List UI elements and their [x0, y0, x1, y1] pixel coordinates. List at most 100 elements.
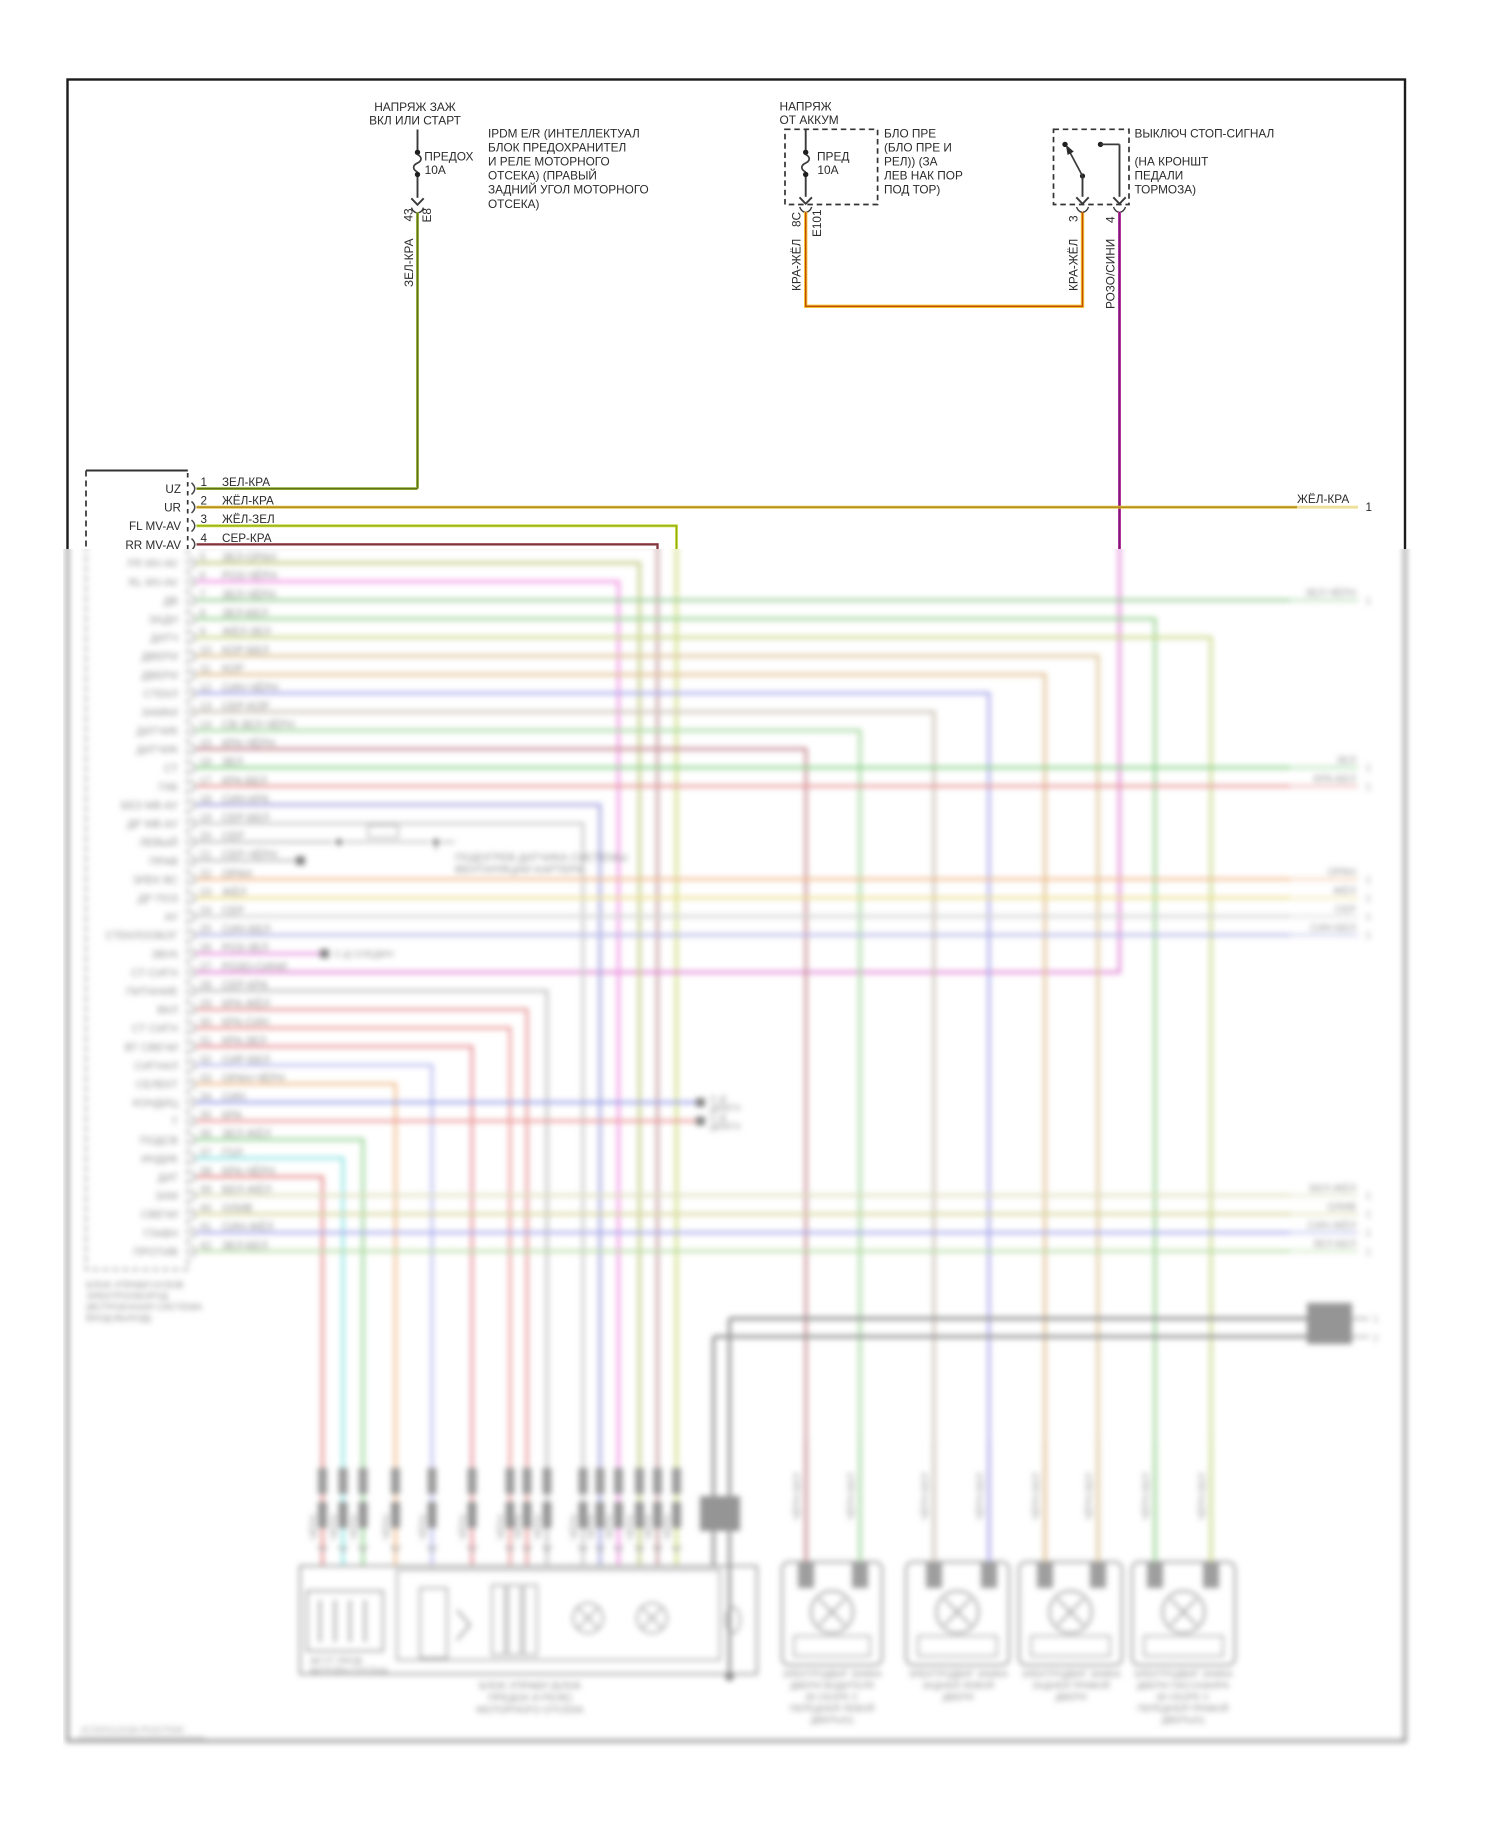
svg-text:ЗЕЛ-ЧЁРН: ЗЕЛ-ЧЁРН: [1305, 587, 1356, 599]
svg-text:1: 1: [1366, 501, 1373, 514]
svg-text:ВЕНТИЛЯЦИИ КАРТЕРА: ВЕНТИЛЯЦИИ КАРТЕРА: [455, 864, 584, 876]
svg-text:24: 24: [200, 905, 212, 917]
svg-text:26: 26: [200, 942, 212, 954]
svg-text:ЧЁРН-БЕЛ: ЧЁРН-БЕЛ: [1030, 1473, 1041, 1520]
svg-text:ЧЁРН-БЕЛ: ЧЁРН-БЕЛ: [919, 1473, 930, 1520]
svg-text:СИН-ЧЁРН: СИН-ЧЁРН: [222, 682, 278, 694]
svg-text:35: 35: [200, 1110, 212, 1122]
svg-text:БЛОК УПРАВЛ (БЛОК: БЛОК УПРАВЛ (БЛОК: [479, 1681, 581, 1692]
svg-text:РОЗ-ЧЁРН: РОЗ-ЧЁРН: [222, 570, 277, 582]
svg-text:15: 15: [200, 738, 212, 750]
svg-text:ЗЕЛ-КРА: ЗЕЛ-КРА: [222, 476, 270, 489]
svg-text:1: 1: [1366, 1191, 1372, 1202]
svg-text:ДАТЧ: ДАТЧ: [151, 633, 178, 645]
svg-text:1: 1: [1366, 931, 1372, 942]
svg-text:СТЕКЛООБОГ: СТЕКЛООБОГ: [105, 930, 178, 942]
svg-text:1: 1: [1373, 1314, 1378, 1325]
svg-text:ЖГУТ ПРОВ: ЖГУТ ПРОВ: [310, 1656, 362, 1666]
svg-text:ДР МВ-АУ: ДР МВ-АУ: [127, 819, 178, 831]
svg-text:ЛЕВ НАК ПОР: ЛЕВ НАК ПОР: [884, 169, 963, 183]
svg-text:ЧЁРН: ЧЁРН: [328, 1514, 339, 1540]
svg-text:36: 36: [200, 1128, 212, 1140]
svg-text:ЗЕЛ: ЗЕЛ: [222, 756, 243, 768]
svg-text:ДИАГН: ДИАГН: [710, 1103, 741, 1113]
svg-text:14: 14: [200, 719, 212, 731]
svg-text:32: 32: [200, 1054, 212, 1066]
svg-text:34: 34: [200, 1091, 212, 1103]
svg-text:ДАТЧИК: ДАТЧИК: [136, 744, 178, 756]
svg-text:1: 1: [1366, 596, 1372, 607]
svg-text:КРА-БЕЛ: КРА-БЕЛ: [1314, 774, 1356, 785]
svg-text:ВЫКЛЮЧ СТОП-СИГНАЛ: ВЫКЛЮЧ СТОП-СИГНАЛ: [1135, 127, 1275, 141]
svg-text:ЧЁРН: ЧЁРН: [512, 1514, 523, 1540]
svg-text:СИР-БЕЛ: СИР-БЕЛ: [222, 1054, 270, 1066]
svg-text:АУ: АУ: [164, 912, 178, 924]
svg-text:29: 29: [200, 998, 212, 1010]
svg-text:ПИТАНИЕ: ПИТАНИЕ: [126, 986, 178, 998]
svg-text:СИН-КРА: СИН-КРА: [222, 793, 270, 805]
svg-text:ПОД ТОР): ПОД ТОР): [884, 183, 940, 197]
svg-text:39: 39: [200, 1184, 212, 1196]
svg-text:СЕЛЕКТ: СЕЛЕКТ: [136, 1079, 179, 1091]
svg-text:СЕР-БЕЛ: СЕР-БЕЛ: [222, 812, 269, 824]
svg-text:СИН-ЖЁЛ: СИН-ЖЁЛ: [222, 1221, 273, 1233]
svg-text:1: 1: [1366, 763, 1372, 774]
svg-text:11: 11: [200, 663, 211, 675]
svg-text:ВТ СВЕЧИ: ВТ СВЕЧИ: [125, 1042, 178, 1054]
svg-text:ВХОД-ВЫХОД): ВХОД-ВЫХОД): [86, 1312, 151, 1323]
svg-text:RR MV-AV: RR MV-AV: [125, 539, 181, 552]
svg-text:3: 3: [1066, 215, 1080, 222]
svg-text:РЕЛ)) (ЗА: РЕЛ)) (ЗА: [884, 155, 938, 169]
svg-text:ВКЛ ИЛИ СТАРТ: ВКЛ ИЛИ СТАРТ: [369, 114, 461, 128]
svg-text:СИН-БЕЛ: СИН-БЕЛ: [1310, 923, 1356, 934]
svg-text:ОРАН-ЧЁРН: ОРАН-ЧЁРН: [222, 1072, 285, 1084]
svg-text:6: 6: [200, 570, 206, 582]
svg-text:ОТ АККУМ: ОТ АККУМ: [780, 113, 839, 127]
svg-text:38: 38: [200, 1165, 212, 1177]
svg-text:СИН-ЖЁЛ: СИН-ЖЁЛ: [1308, 1220, 1356, 1232]
svg-text:ЗВУК: ЗВУК: [151, 949, 178, 961]
svg-text:ДАТЧИК: ДАТЧИК: [136, 726, 178, 738]
svg-text:ЖЁЛ-КРА: ЖЁЛ-КРА: [1297, 492, 1349, 506]
svg-text:(В СБОРЕ С: (В СБОРЕ С: [1157, 1692, 1210, 1702]
svg-text:ЧЁРН-БЕЛ: ЧЁРН-БЕЛ: [791, 1473, 802, 1520]
svg-text:ДИАГН: ДИАГН: [710, 1122, 741, 1132]
svg-text:СЕР: СЕР: [222, 905, 244, 917]
svg-text:10А: 10А: [817, 163, 838, 177]
svg-text:БЕЗ МВ-АУ: БЕЗ МВ-АУ: [121, 800, 178, 812]
svg-text:НАПРЯЖ: НАПРЯЖ: [780, 100, 832, 114]
svg-text:ЗЕЛ-БЕЛ: ЗЕЛ-БЕЛ: [1313, 1239, 1356, 1250]
svg-text:ПРЕД: ПРЕД: [817, 149, 849, 163]
svg-text:ЭЛЕКТРООБОРУД: ЭЛЕКТРООБОРУД: [86, 1290, 169, 1301]
svg-text:ЧЁРН: ЧЁРН: [568, 1514, 579, 1540]
svg-text:ЖЁЛ: ЖЁЛ: [222, 886, 246, 898]
svg-text:КОНДИЦ: КОНДИЦ: [133, 1098, 178, 1110]
svg-text:ДВЕРИ: ДВЕРИ: [141, 670, 178, 682]
svg-text:КРА-СИН: КРА-СИН: [222, 1017, 269, 1029]
svg-text:ДВЕРИ: ДВЕРИ: [141, 651, 178, 663]
svg-text:ОТСЕКА) (ПРАВЫЙ: ОТСЕКА) (ПРАВЫЙ: [488, 169, 597, 183]
svg-text:1: 1: [201, 476, 208, 489]
svg-text:ОЛИВ: ОЛИВ: [1327, 1202, 1356, 1213]
svg-text:ПЕДАЛИ: ПЕДАЛИ: [1135, 169, 1184, 183]
svg-text:РОЗ-ЗЕЛ: РОЗ-ЗЕЛ: [222, 942, 268, 954]
svg-text:1: 1: [1366, 1247, 1372, 1258]
svg-text:ПРОТИВ: ПРОТИВ: [133, 1246, 178, 1258]
svg-text:9: 9: [200, 626, 206, 638]
svg-text:(БЛО ПРЕ И: (БЛО ПРЕ И: [884, 140, 952, 154]
svg-text:(В СБОРЕ С: (В СБОРЕ С: [806, 1692, 859, 1702]
svg-text:СТЕКЛ: СТЕКЛ: [143, 688, 178, 700]
svg-text:МОТОРН ОТСЕКА: МОТОРН ОТСЕКА: [310, 1666, 388, 1676]
svg-text:ГОЛ: ГОЛ: [222, 1147, 243, 1159]
svg-text:ЖЁЛ-ЗЕЛ: ЖЁЛ-ЗЕЛ: [222, 513, 275, 526]
svg-text:ЭЛЕК ВС: ЭЛЕК ВС: [132, 874, 178, 886]
svg-text:37: 37: [200, 1147, 212, 1159]
svg-text:ТОРМОЗА): ТОРМОЗА): [1135, 183, 1197, 197]
svg-text:ЧЁРН-БЕЛ: ЧЁРН-БЕЛ: [974, 1473, 985, 1520]
svg-text:ЧЁРН-БЕЛ: ЧЁРН-БЕЛ: [1083, 1473, 1094, 1520]
svg-text:ЧЁРН: ЧЁРН: [662, 1514, 673, 1540]
svg-text:FR MV-AV: FR MV-AV: [128, 558, 179, 570]
svg-text:Е8: Е8: [420, 208, 434, 223]
svg-text:ЧЁРН-БЕЛ: ЧЁРН-БЕЛ: [1196, 1473, 1207, 1520]
svg-text:ОТСЕКА): ОТСЕКА): [488, 197, 540, 211]
